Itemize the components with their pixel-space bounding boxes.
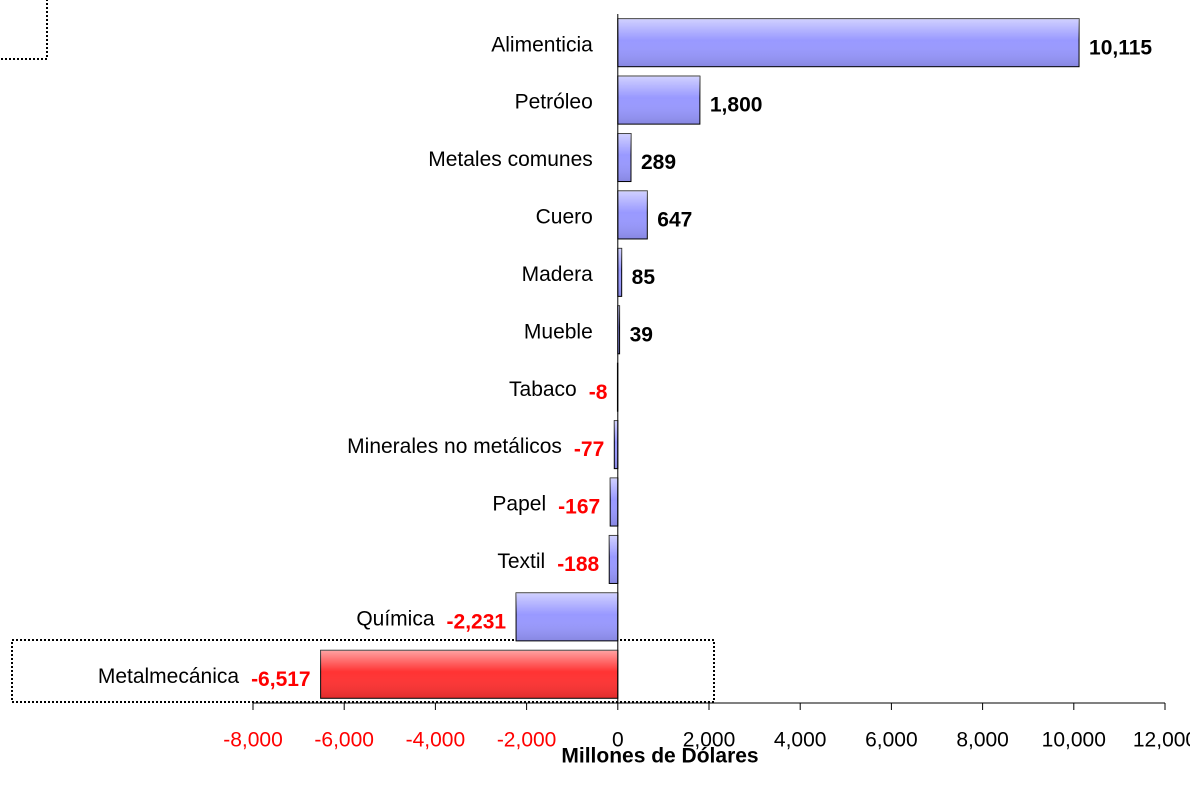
bar-shade [516, 592, 618, 641]
bar-shade [614, 420, 618, 469]
category-label: Mueble [524, 320, 593, 343]
x-tick-label: 0 [612, 729, 624, 752]
x-tick-label: 8,000 [956, 729, 1009, 752]
x-tick-label: -6,000 [314, 729, 374, 752]
value-label: 1,800 [710, 94, 763, 117]
bar-shade [320, 650, 618, 699]
x-tick-label: -4,000 [406, 729, 466, 752]
category-label: Tabaco [509, 378, 577, 401]
bar-shade [609, 535, 618, 584]
category-label: Minerales no metálicos [347, 435, 562, 458]
x-tick-label: -2,000 [497, 729, 557, 752]
bar-shade [617, 190, 648, 239]
category-label: Química [356, 607, 435, 630]
value-label: 10,115 [1089, 36, 1152, 59]
category-label: Petróleo [515, 91, 593, 114]
x-tick-label: 2,000 [683, 729, 736, 752]
category-label: Cuero [536, 206, 593, 229]
category-label: Textil [497, 550, 545, 573]
category-label: Madera [522, 263, 594, 286]
value-label: 289 [641, 151, 676, 174]
value-label: 647 [657, 209, 692, 232]
value-label: -2,231 [447, 610, 507, 633]
value-label: -6,517 [251, 668, 311, 691]
x-axis-title: Millones de Dólares [561, 745, 758, 768]
bar-shade [617, 18, 1080, 67]
value-label: 39 [630, 323, 653, 346]
x-tick-label: -8,000 [223, 729, 283, 752]
x-tick-label: 10,000 [1042, 729, 1106, 752]
value-label: -77 [574, 438, 604, 461]
bar-shade [617, 248, 622, 297]
x-tick-label: 4,000 [774, 729, 827, 752]
value-label: 85 [632, 266, 656, 289]
category-label: Papel [492, 493, 546, 516]
value-label: -8 [589, 381, 608, 404]
category-label: Metalmecánica [98, 665, 240, 688]
value-label: -188 [557, 553, 599, 576]
x-tick-label: 6,000 [865, 729, 918, 752]
value-label: -167 [558, 496, 600, 519]
highlight-box [0, 0, 48, 60]
highlight-box [11, 639, 715, 703]
bar-shade [610, 478, 618, 527]
bar-shade [617, 133, 631, 182]
x-tick-label: 12,000 [1133, 729, 1190, 752]
bar-shade [617, 76, 700, 125]
bar-shade [617, 305, 620, 354]
category-label: Alimenticia [491, 33, 593, 56]
category-label: Metales comunes [428, 148, 593, 171]
